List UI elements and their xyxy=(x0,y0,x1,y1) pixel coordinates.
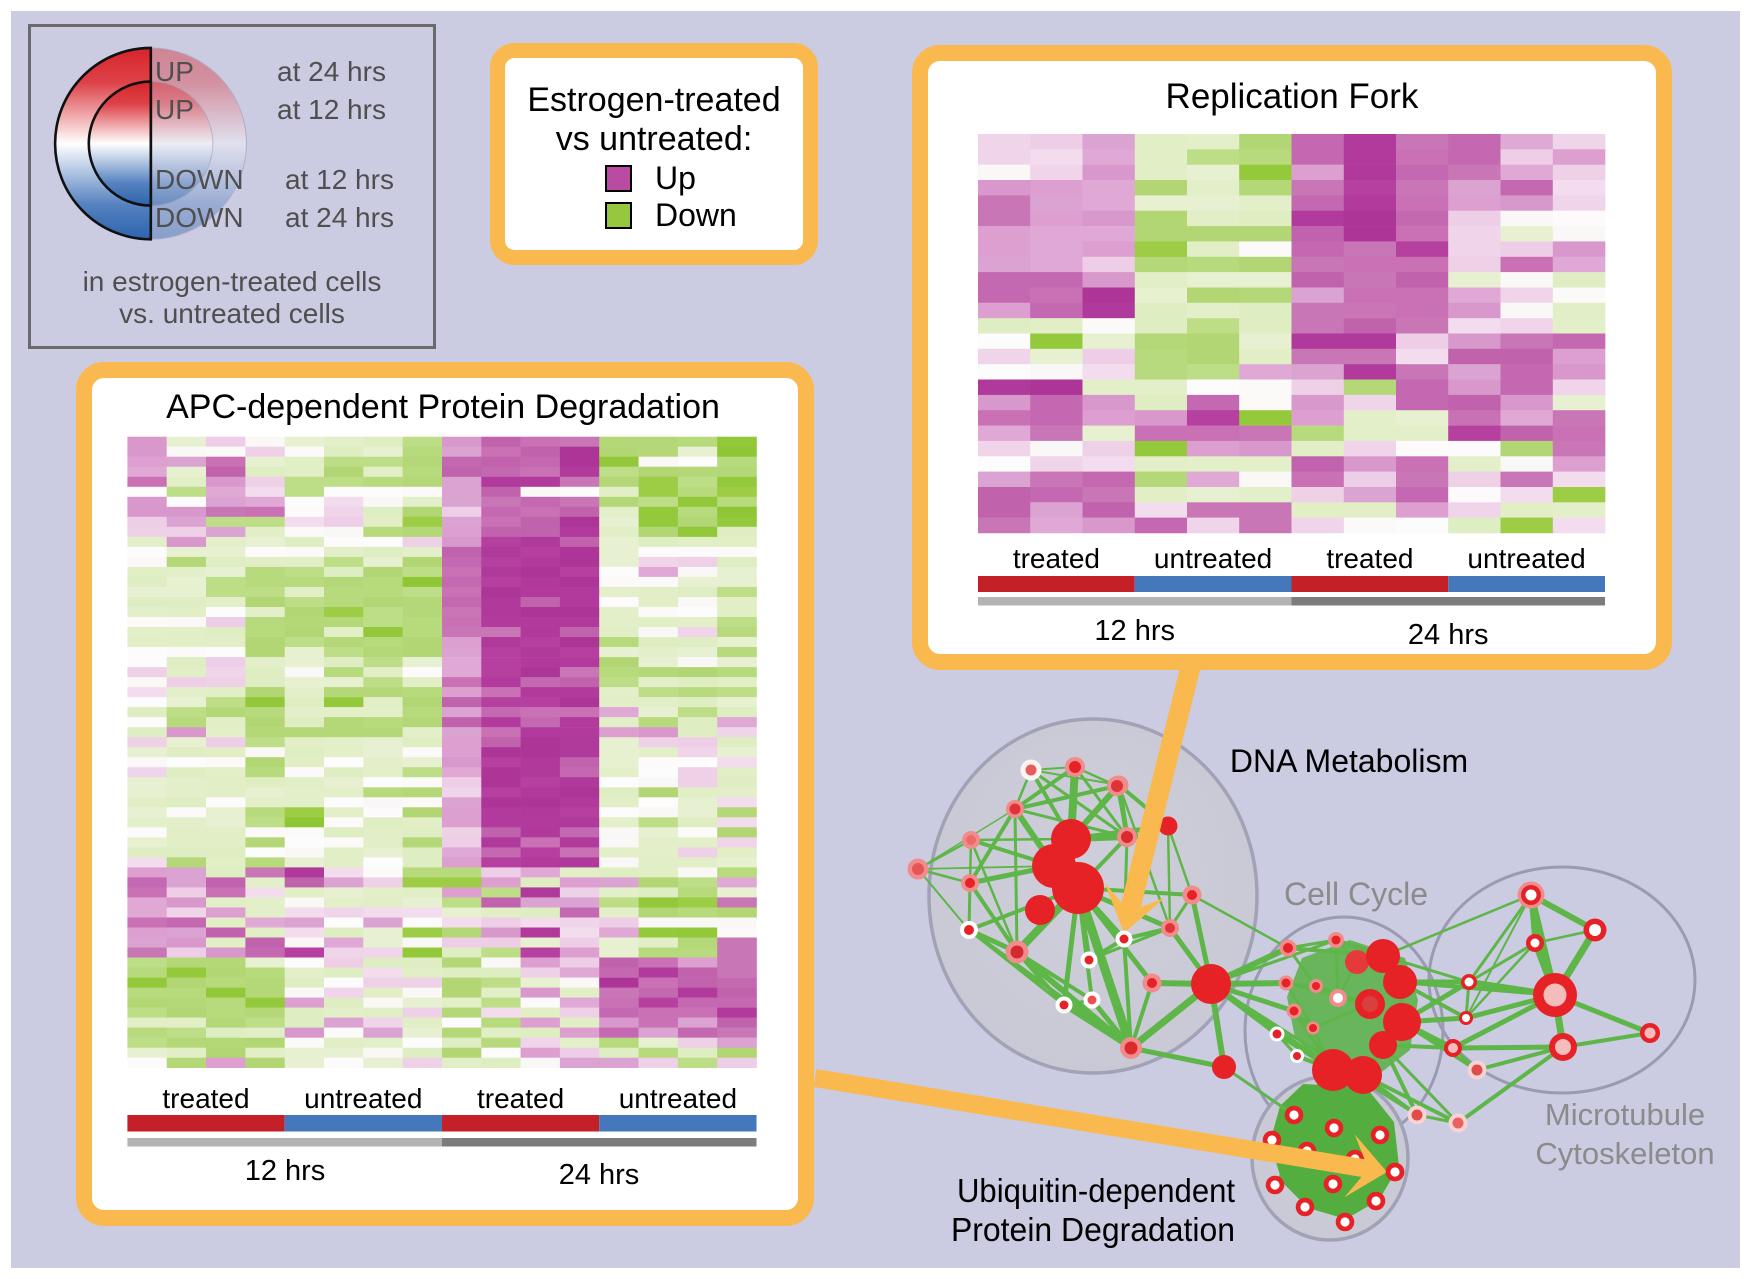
svg-text:Down: Down xyxy=(655,197,737,233)
svg-text:Microtubule: Microtubule xyxy=(1545,1097,1705,1132)
svg-text:12 hrs: 12 hrs xyxy=(245,1155,326,1187)
svg-text:12 hrs: 12 hrs xyxy=(1094,615,1175,647)
svg-text:Protein Degradation: Protein Degradation xyxy=(951,1211,1235,1248)
svg-text:Ubiquitin-dependent: Ubiquitin-dependent xyxy=(957,1172,1235,1209)
svg-text:untreated: untreated xyxy=(1467,543,1585,574)
svg-text:DOWN: DOWN xyxy=(155,164,244,195)
svg-text:treated: treated xyxy=(1013,543,1100,574)
svg-text:Estrogen-treated: Estrogen-treated xyxy=(527,81,780,119)
svg-text:treated: treated xyxy=(162,1083,249,1114)
svg-text:UP: UP xyxy=(155,56,194,87)
svg-text:at 24 hrs: at 24 hrs xyxy=(285,202,394,233)
svg-text:Cell Cycle: Cell Cycle xyxy=(1284,876,1428,912)
svg-text:at 24 hrs: at 24 hrs xyxy=(277,56,386,87)
svg-text:24 hrs: 24 hrs xyxy=(1408,619,1489,651)
svg-text:vs. untreated cells: vs. untreated cells xyxy=(119,298,345,329)
svg-text:Replication Fork: Replication Fork xyxy=(1166,77,1419,116)
svg-text:at 12 hrs: at 12 hrs xyxy=(285,164,394,195)
svg-text:APC-dependent Protein Degradat: APC-dependent Protein Degradation xyxy=(166,388,720,426)
svg-text:DNA Metabolism: DNA Metabolism xyxy=(1230,743,1468,779)
svg-text:Cytoskeleton: Cytoskeleton xyxy=(1535,1136,1714,1171)
svg-text:untreated: untreated xyxy=(619,1083,737,1114)
svg-text:Up: Up xyxy=(655,160,696,196)
svg-text:DOWN: DOWN xyxy=(155,202,244,233)
svg-text:treated: treated xyxy=(477,1083,564,1114)
svg-text:untreated: untreated xyxy=(304,1083,422,1114)
svg-text:in estrogen-treated cells: in estrogen-treated cells xyxy=(83,266,382,297)
svg-text:UP: UP xyxy=(155,94,194,125)
svg-text:untreated: untreated xyxy=(1154,543,1272,574)
svg-text:vs untreated:: vs untreated: xyxy=(556,120,753,158)
svg-text:at 12 hrs: at 12 hrs xyxy=(277,94,386,125)
svg-text:24 hrs: 24 hrs xyxy=(559,1159,640,1191)
svg-text:treated: treated xyxy=(1326,543,1413,574)
